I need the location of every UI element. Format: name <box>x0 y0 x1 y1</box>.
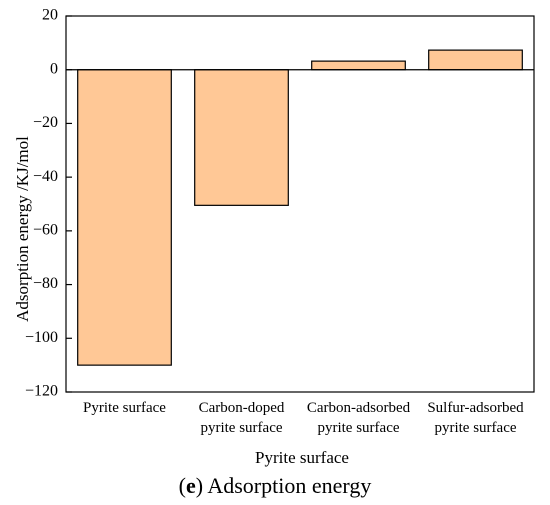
x-tick-label-0: Pyrite surface <box>83 400 166 416</box>
y-tick-label-5: −80 <box>33 275 58 292</box>
bar-2 <box>311 60 406 71</box>
x-tick-label-3: Sulfur-adsorbed pyrite surface <box>427 400 524 436</box>
y-axis-title: Adsorption energy /KJ/mol <box>13 136 32 322</box>
y-tick-label-3: −40 <box>33 168 58 185</box>
plot-frame <box>65 15 535 393</box>
x-tick-label-1: Carbon-doped pyrite surface <box>199 400 285 436</box>
figure-caption: (e) Adsorption energy <box>0 473 550 499</box>
y-tick-label-6: −100 <box>25 329 58 346</box>
y-tick-label-7: −120 <box>25 383 58 400</box>
x-tick-label-2: Carbon-adsorbed pyrite surface <box>307 400 411 436</box>
caption-rest: ) Adsorption energy <box>195 473 372 498</box>
y-tick-label-4: −60 <box>33 222 58 239</box>
plot-area: 20 0 −20 −40 −60 −80 −100 −120 Pyrite surface Car… <box>25 7 535 436</box>
bar-1 <box>194 69 289 206</box>
caption-open: ( <box>178 473 186 498</box>
y-tick-label-1: 0 <box>50 60 58 77</box>
y-tick-label-2: −20 <box>33 114 58 131</box>
x-axis-title: Pyrite surface <box>255 448 349 467</box>
bar-3 <box>428 49 523 71</box>
y-tick-label-0: 20 <box>42 7 58 24</box>
bar-0 <box>77 69 172 366</box>
caption-letter: e <box>185 473 196 498</box>
